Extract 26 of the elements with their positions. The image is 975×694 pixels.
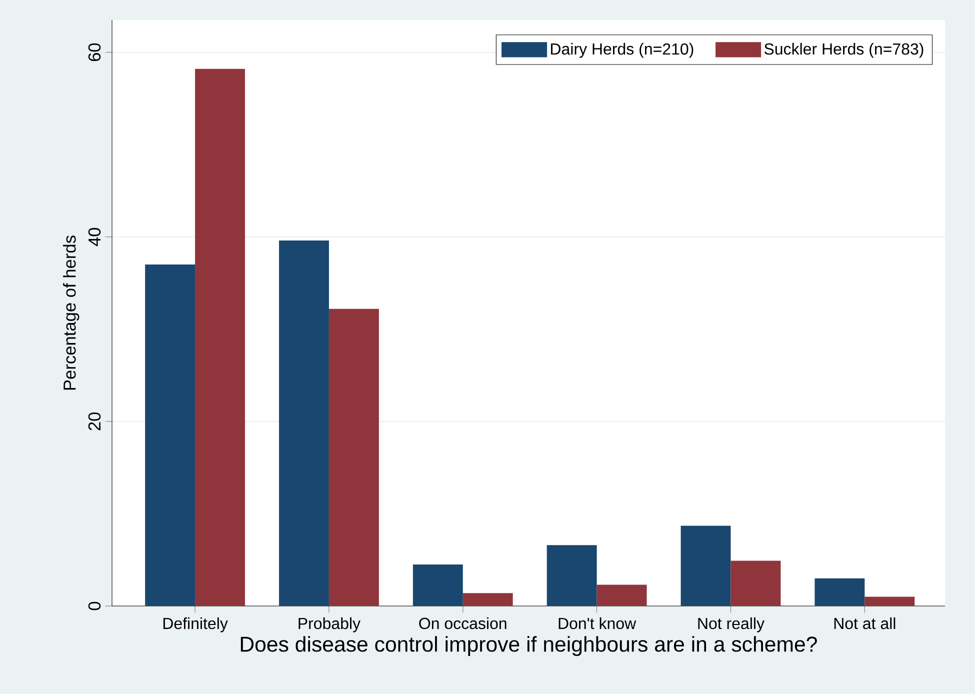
bar	[546, 545, 597, 606]
bar	[412, 564, 463, 606]
y-axis-title: Percentage of herds	[63, 236, 80, 390]
bar	[279, 240, 329, 606]
y-tick-label: 0	[88, 602, 101, 610]
bar	[462, 593, 513, 606]
bar	[195, 68, 245, 606]
x-tick-label: Don't know	[558, 617, 636, 630]
x-tick-label: Probably	[298, 617, 360, 632]
bar	[596, 584, 647, 606]
x-tick-label: On occasion	[419, 617, 506, 630]
x-tick-label: Not really	[698, 617, 764, 632]
x-tick-label: Definitely	[163, 617, 228, 632]
bar	[328, 308, 379, 606]
bar	[864, 596, 915, 606]
y-tick-label: 40	[88, 228, 101, 246]
bar	[145, 264, 196, 606]
x-axis-title: Does disease control improve if neighbours are in a scheme?	[240, 636, 817, 656]
y-tick-label: 20	[88, 412, 101, 430]
bar	[680, 526, 731, 606]
y-tick-label: 60	[88, 43, 101, 62]
legend-label: Suckler Herds (n=783)	[764, 42, 924, 58]
bar	[814, 578, 865, 606]
legend-label: Dairy Herds (n=210)	[551, 42, 694, 58]
x-tick-label: Not at all	[834, 617, 896, 630]
bar	[730, 560, 781, 606]
